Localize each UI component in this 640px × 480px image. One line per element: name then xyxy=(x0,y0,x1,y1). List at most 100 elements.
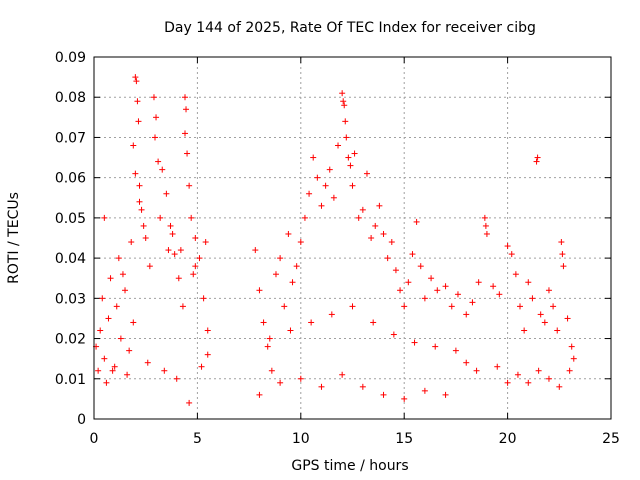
data-point xyxy=(469,299,476,306)
data-point xyxy=(122,287,129,294)
y-tick-label: 0.07 xyxy=(55,130,86,146)
data-point xyxy=(525,379,532,386)
x-tick-label: 10 xyxy=(292,431,310,447)
data-point xyxy=(322,182,329,189)
data-point xyxy=(545,375,552,382)
data-point xyxy=(421,387,428,394)
data-point xyxy=(97,327,104,334)
data-point xyxy=(376,202,383,209)
data-point xyxy=(119,271,126,278)
data-point xyxy=(533,158,540,165)
data-point xyxy=(349,303,356,310)
x-tick-label: 15 xyxy=(395,431,413,447)
data-point xyxy=(204,327,211,334)
data-point xyxy=(384,255,391,262)
data-point xyxy=(266,335,273,342)
y-tick-label: 0.08 xyxy=(55,90,86,106)
data-point xyxy=(347,162,354,169)
y-axis-label: ROTI / TECUs xyxy=(6,192,22,284)
data-point xyxy=(107,275,114,282)
data-point xyxy=(392,267,399,274)
y-tick-label: 0.02 xyxy=(55,332,86,348)
data-point xyxy=(442,283,449,290)
data-point xyxy=(264,343,271,350)
data-point xyxy=(133,78,140,85)
data-point xyxy=(132,74,139,81)
data-point xyxy=(136,182,143,189)
data-point xyxy=(512,271,519,278)
data-point xyxy=(417,263,424,270)
data-point xyxy=(535,367,542,374)
data-point xyxy=(494,363,501,370)
data-point xyxy=(508,251,515,258)
data-point xyxy=(328,311,335,318)
data-point xyxy=(111,363,118,370)
data-point xyxy=(105,315,112,322)
data-point xyxy=(463,311,470,318)
x-tick-label: 0 xyxy=(90,431,99,447)
data-point xyxy=(101,355,108,362)
data-point xyxy=(380,391,387,398)
data-point xyxy=(428,275,435,282)
data-point xyxy=(560,263,567,270)
data-point xyxy=(277,379,284,386)
y-tick-label: 0.09 xyxy=(55,50,86,66)
data-point xyxy=(434,287,441,294)
data-point xyxy=(308,319,315,326)
data-point xyxy=(514,371,521,378)
data-point xyxy=(335,142,342,149)
data-point xyxy=(171,251,178,258)
data-point xyxy=(256,287,263,294)
data-point xyxy=(285,230,292,237)
data-point xyxy=(452,347,459,354)
data-point xyxy=(442,391,449,398)
data-point xyxy=(349,182,356,189)
data-point xyxy=(314,174,321,181)
data-point xyxy=(355,214,362,221)
data-point xyxy=(186,399,193,406)
data-point xyxy=(190,271,197,278)
data-point xyxy=(99,295,106,302)
data-point xyxy=(351,150,358,157)
data-point xyxy=(541,319,548,326)
data-point xyxy=(559,251,566,258)
data-point xyxy=(169,230,176,237)
data-point xyxy=(192,235,199,241)
data-point xyxy=(463,359,470,366)
y-tick-label: 0.05 xyxy=(55,211,86,227)
data-point xyxy=(155,158,162,165)
data-point xyxy=(188,214,195,221)
data-point xyxy=(401,303,408,310)
data-point xyxy=(521,327,528,334)
chart-title: Day 144 of 2025, Rate Of TEC Index for r… xyxy=(164,20,536,36)
data-point xyxy=(124,371,131,378)
data-point xyxy=(345,154,352,161)
data-point xyxy=(504,243,511,250)
data-point xyxy=(152,134,159,141)
data-point xyxy=(564,315,571,322)
data-point xyxy=(293,263,300,270)
data-point xyxy=(409,251,416,258)
data-point xyxy=(341,102,348,109)
data-point xyxy=(202,239,209,246)
data-point xyxy=(566,367,573,374)
tick-layer: 0 0.01 0.02 0.03 0.04 0.05 0.06 0.07 0.08 0.09 0 5 1… xyxy=(55,50,620,447)
data-point xyxy=(537,311,544,318)
data-point xyxy=(525,279,532,286)
data-point xyxy=(177,247,184,254)
data-point xyxy=(534,154,541,161)
data-point xyxy=(363,170,370,177)
data-point xyxy=(401,395,408,402)
data-point xyxy=(550,303,557,310)
data-point xyxy=(359,206,366,213)
data-points xyxy=(93,74,577,406)
data-point xyxy=(529,295,536,302)
data-point xyxy=(153,114,160,121)
data-point xyxy=(370,319,377,326)
data-point xyxy=(268,367,275,374)
data-point xyxy=(196,255,203,262)
data-point xyxy=(490,283,497,290)
data-point xyxy=(260,319,267,326)
